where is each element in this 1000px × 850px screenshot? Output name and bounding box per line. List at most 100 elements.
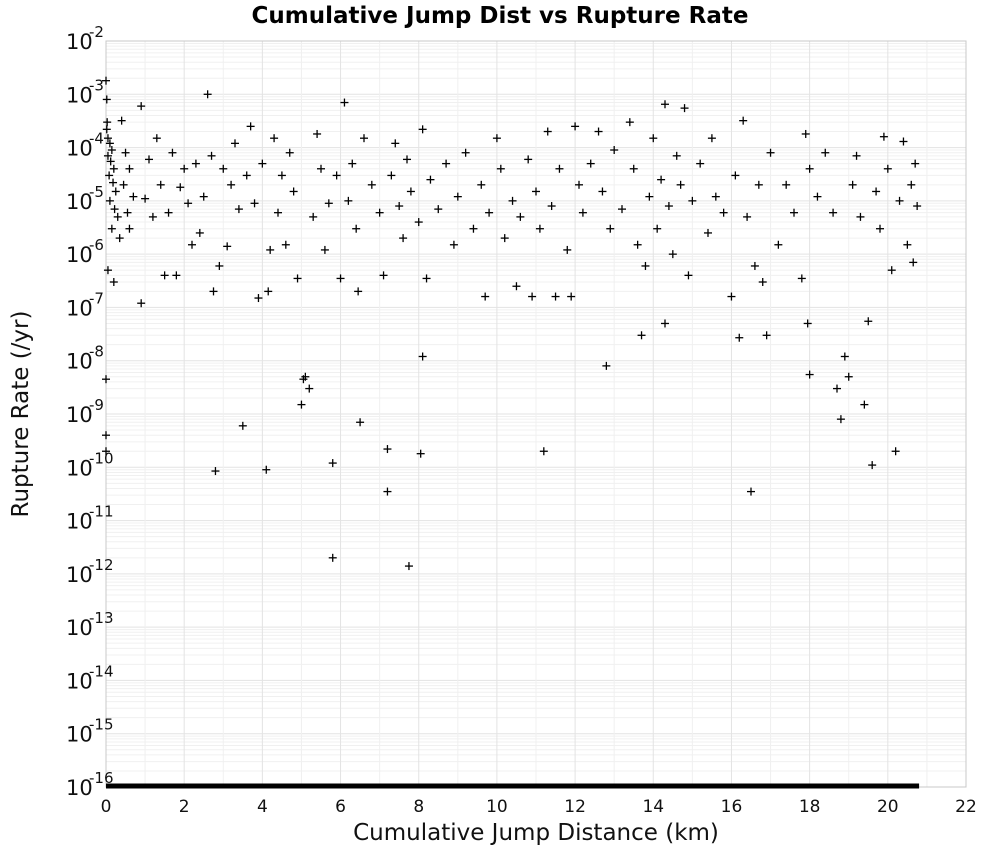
data-point (442, 159, 451, 168)
data-point (754, 180, 763, 189)
data-point (328, 459, 337, 468)
data-point (107, 146, 116, 155)
data-point (704, 228, 712, 237)
data-point (254, 294, 263, 303)
y-tick-base: 10 (66, 403, 93, 427)
data-point (285, 148, 294, 157)
data-point (913, 202, 922, 211)
data-point (113, 212, 122, 221)
data-point (872, 187, 881, 196)
data-point (633, 240, 642, 249)
y-tick-label: 10-11 (66, 503, 114, 534)
data-point (727, 292, 736, 301)
data-point (234, 205, 243, 214)
data-point (543, 127, 552, 136)
data-point (618, 205, 626, 214)
data-point (191, 159, 200, 168)
y-tick-base: 10 (66, 456, 93, 480)
data-point (180, 164, 189, 173)
data-point (242, 171, 251, 180)
data-point (111, 187, 120, 196)
data-point (289, 187, 298, 196)
data-point (262, 465, 271, 474)
data-point (360, 134, 368, 143)
data-point (813, 192, 822, 201)
data-point (188, 240, 196, 249)
data-points (102, 76, 922, 571)
data-point (141, 194, 150, 203)
data-point (676, 180, 685, 189)
x-axis-ticks: 0 2 4 6 8 10 12 14 16 18 20 22 (101, 797, 977, 817)
data-point (403, 155, 411, 164)
data-point (657, 175, 666, 184)
data-point (516, 212, 525, 221)
data-point (551, 292, 560, 301)
data-point (661, 319, 669, 328)
data-point (105, 139, 114, 148)
y-tick-base: 10 (66, 243, 93, 267)
data-point (461, 148, 470, 157)
x-tick-label: 6 (335, 797, 346, 817)
data-point (106, 157, 115, 166)
data-point (121, 148, 130, 157)
data-point (332, 171, 341, 180)
data-point (481, 292, 490, 301)
data-point (266, 245, 275, 254)
data-point (684, 271, 693, 280)
data-point (903, 240, 912, 249)
y-tick-base: 10 (66, 83, 93, 107)
data-point (707, 134, 716, 143)
data-point (856, 212, 865, 221)
data-point (790, 208, 798, 217)
data-point (344, 196, 353, 205)
data-point (156, 180, 165, 189)
y-tick-base: 10 (66, 723, 93, 747)
y-tick-base: 10 (66, 30, 93, 54)
data-point (160, 271, 169, 280)
data-point (102, 76, 110, 85)
data-point (672, 151, 681, 160)
data-point (336, 274, 345, 283)
data-point (406, 187, 415, 196)
data-point (719, 208, 728, 217)
data-point (317, 164, 325, 173)
data-point (129, 192, 138, 201)
y-tick-base: 10 (66, 296, 93, 320)
data-point (219, 164, 228, 173)
data-point (264, 287, 273, 296)
y-tick-base: 10 (66, 350, 93, 374)
data-point (231, 139, 239, 148)
x-tick-label: 12 (564, 797, 586, 817)
data-point (696, 159, 705, 168)
data-point (840, 352, 849, 361)
data-point (199, 192, 208, 201)
data-point (879, 132, 888, 141)
data-point (887, 266, 896, 275)
y-tick-exponent: -15 (89, 716, 114, 734)
y-tick-exponent: -11 (89, 503, 114, 521)
x-tick-label: 16 (721, 797, 743, 817)
data-point (664, 202, 673, 211)
y-tick-label: 10-12 (66, 556, 114, 587)
data-point (680, 104, 689, 113)
data-point (250, 199, 259, 208)
data-point (115, 234, 124, 243)
data-point (747, 487, 755, 496)
data-point (535, 224, 544, 233)
data-point (610, 146, 619, 155)
data-point (404, 562, 413, 571)
data-point (258, 159, 267, 168)
data-point (844, 372, 853, 381)
data-point (109, 278, 118, 287)
y-tick-exponent: -14 (89, 662, 114, 680)
data-point (105, 171, 114, 180)
data-point (829, 208, 838, 217)
data-point (711, 192, 720, 201)
data-point (324, 199, 333, 208)
data-point (168, 148, 177, 157)
data-point (469, 224, 478, 233)
data-point (563, 245, 572, 254)
data-point (274, 208, 282, 217)
data-point (750, 261, 759, 270)
y-tick-label: 10-9 (66, 396, 104, 427)
